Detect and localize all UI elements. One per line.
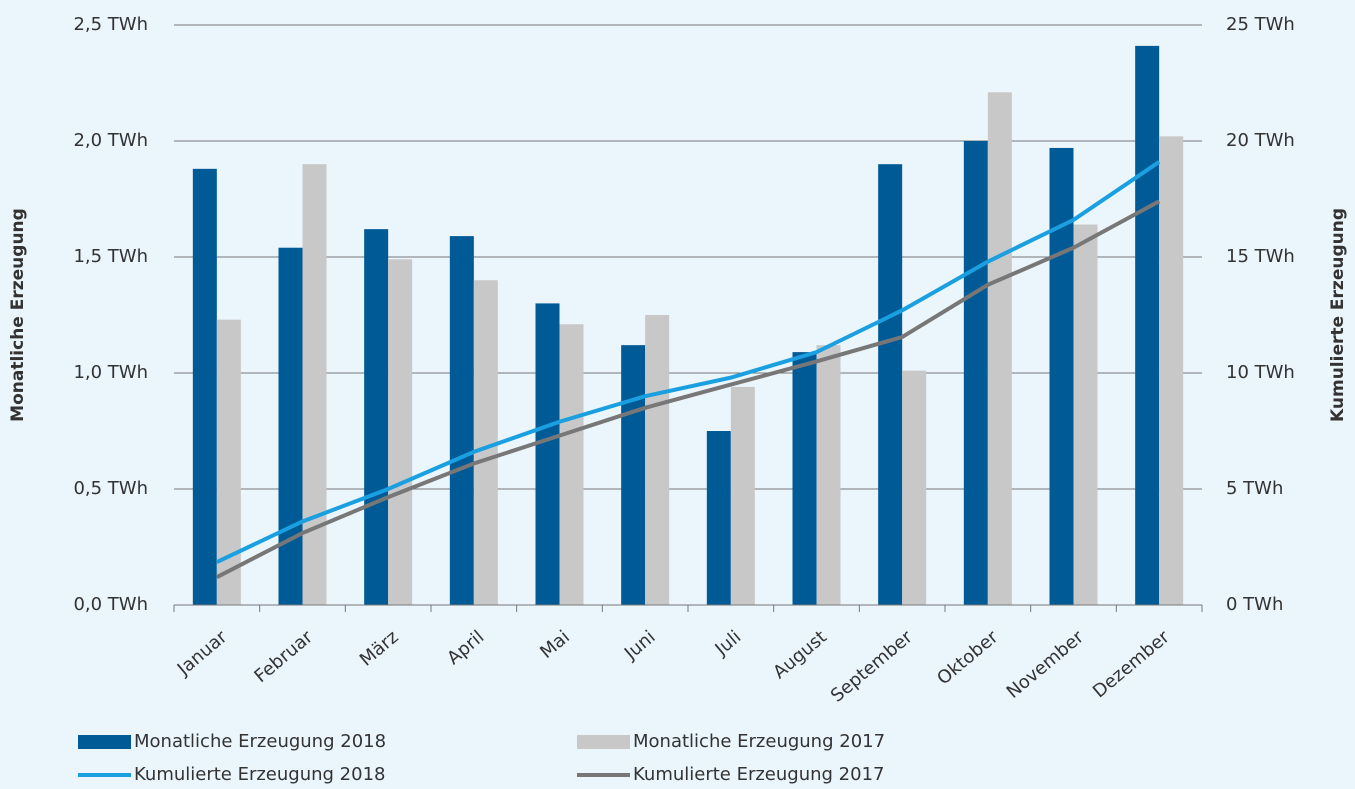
bar — [1135, 45, 1160, 605]
x-tick-label: November — [1003, 626, 1089, 703]
x-tick-label: Dezember — [1089, 626, 1174, 702]
legend-label: Kumulierte Erzeugung 2017 — [633, 764, 885, 785]
legend-swatch — [78, 735, 131, 749]
x-tick-label: August — [769, 627, 831, 684]
y2-tick-label: 15 TWh — [1226, 246, 1295, 267]
y-tick-label: 2,0 TWh — [73, 130, 148, 151]
y2-axis-title: Kumulierte Erzeugung — [1328, 208, 1348, 422]
y-axis-title: Monatliche Erzeugung — [8, 208, 28, 422]
bar — [388, 259, 413, 605]
bar — [1159, 136, 1184, 606]
bar — [535, 303, 560, 605]
bar — [645, 315, 670, 605]
bar — [730, 386, 755, 605]
y2-tick-label: 20 TWh — [1226, 130, 1295, 151]
bar — [987, 92, 1012, 605]
bar — [1073, 224, 1098, 605]
legend-label: Monatliche Erzeugung 2018 — [134, 731, 386, 752]
y-tick-label: 0,5 TWh — [73, 478, 148, 499]
bar — [1049, 147, 1074, 605]
x-tick-label: Januar — [173, 626, 232, 680]
bar — [816, 345, 841, 605]
x-tick-label: Februar — [250, 626, 317, 687]
x-tick-label: Juni — [620, 627, 660, 665]
legend-label: Kumulierte Erzeugung 2018 — [134, 764, 386, 785]
legend-swatch — [577, 735, 630, 749]
bar — [192, 168, 217, 605]
bar — [706, 431, 731, 605]
bar — [792, 352, 817, 605]
x-tick-label: März — [356, 627, 403, 671]
y-tick-label: 1,0 TWh — [73, 362, 148, 383]
x-tick-label: Oktober — [933, 626, 1003, 689]
y-tick-label: 2,5 TWh — [73, 14, 148, 35]
bar — [278, 247, 303, 605]
y2-tick-label: 10 TWh — [1226, 362, 1295, 383]
x-tick-label: Juli — [711, 627, 746, 661]
bar — [473, 280, 498, 605]
y2-tick-label: 5 TWh — [1226, 478, 1283, 499]
x-tick-label: September — [827, 626, 917, 706]
line — [215, 160, 1161, 564]
bar — [963, 141, 988, 605]
bar — [902, 370, 927, 605]
bar — [364, 229, 389, 605]
y-tick-label: 1,5 TWh — [73, 246, 148, 267]
y2-tick-label: 0 TWh — [1226, 594, 1283, 615]
y2-tick-label: 25 TWh — [1226, 14, 1295, 35]
y-tick-label: 0,0 TWh — [73, 594, 148, 615]
bar — [302, 164, 327, 605]
bar — [621, 345, 646, 605]
bar — [449, 236, 474, 605]
bar — [878, 164, 903, 605]
legend-label: Monatliche Erzeugung 2017 — [633, 731, 885, 752]
x-tick-label: Mai — [536, 627, 574, 663]
bar — [559, 324, 584, 605]
x-tick-label: April — [443, 627, 488, 670]
line — [215, 199, 1161, 579]
